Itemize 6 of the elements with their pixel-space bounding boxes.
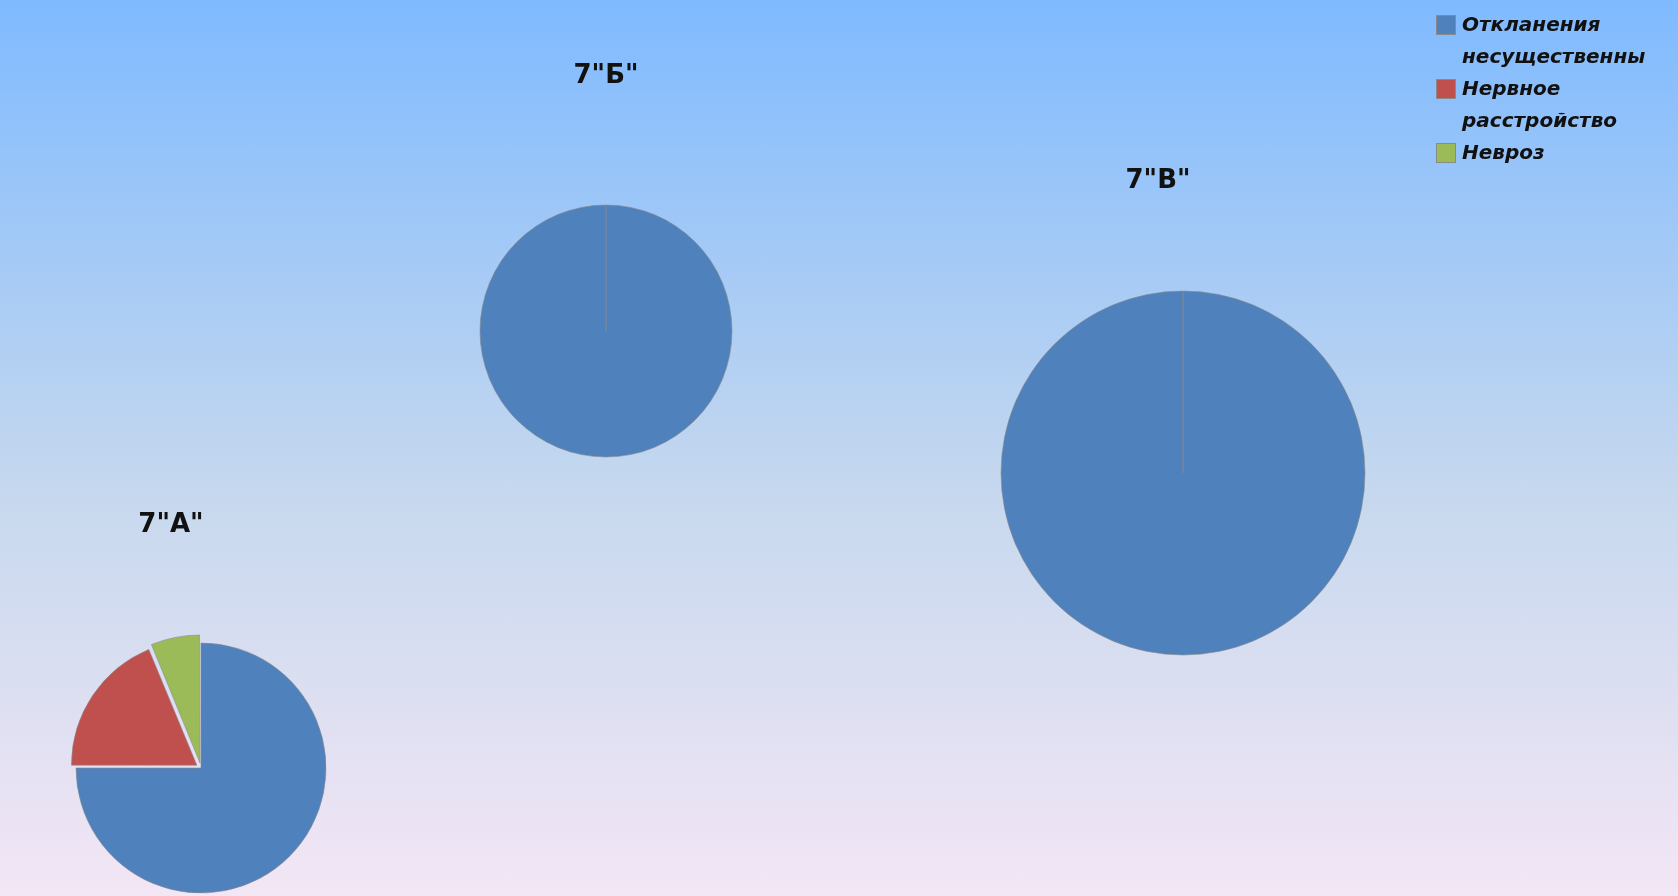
- text: 7"В": [1124, 164, 1192, 194]
- legend-label: Нервное расстройство: [1462, 75, 1619, 134]
- legend-label: Откланения несущественны: [1462, 11, 1647, 70]
- legend-label: Невроз: [1462, 139, 1545, 166]
- chart-title: 7"А": [137, 508, 205, 538]
- chart-title: 7"Б": [572, 59, 640, 89]
